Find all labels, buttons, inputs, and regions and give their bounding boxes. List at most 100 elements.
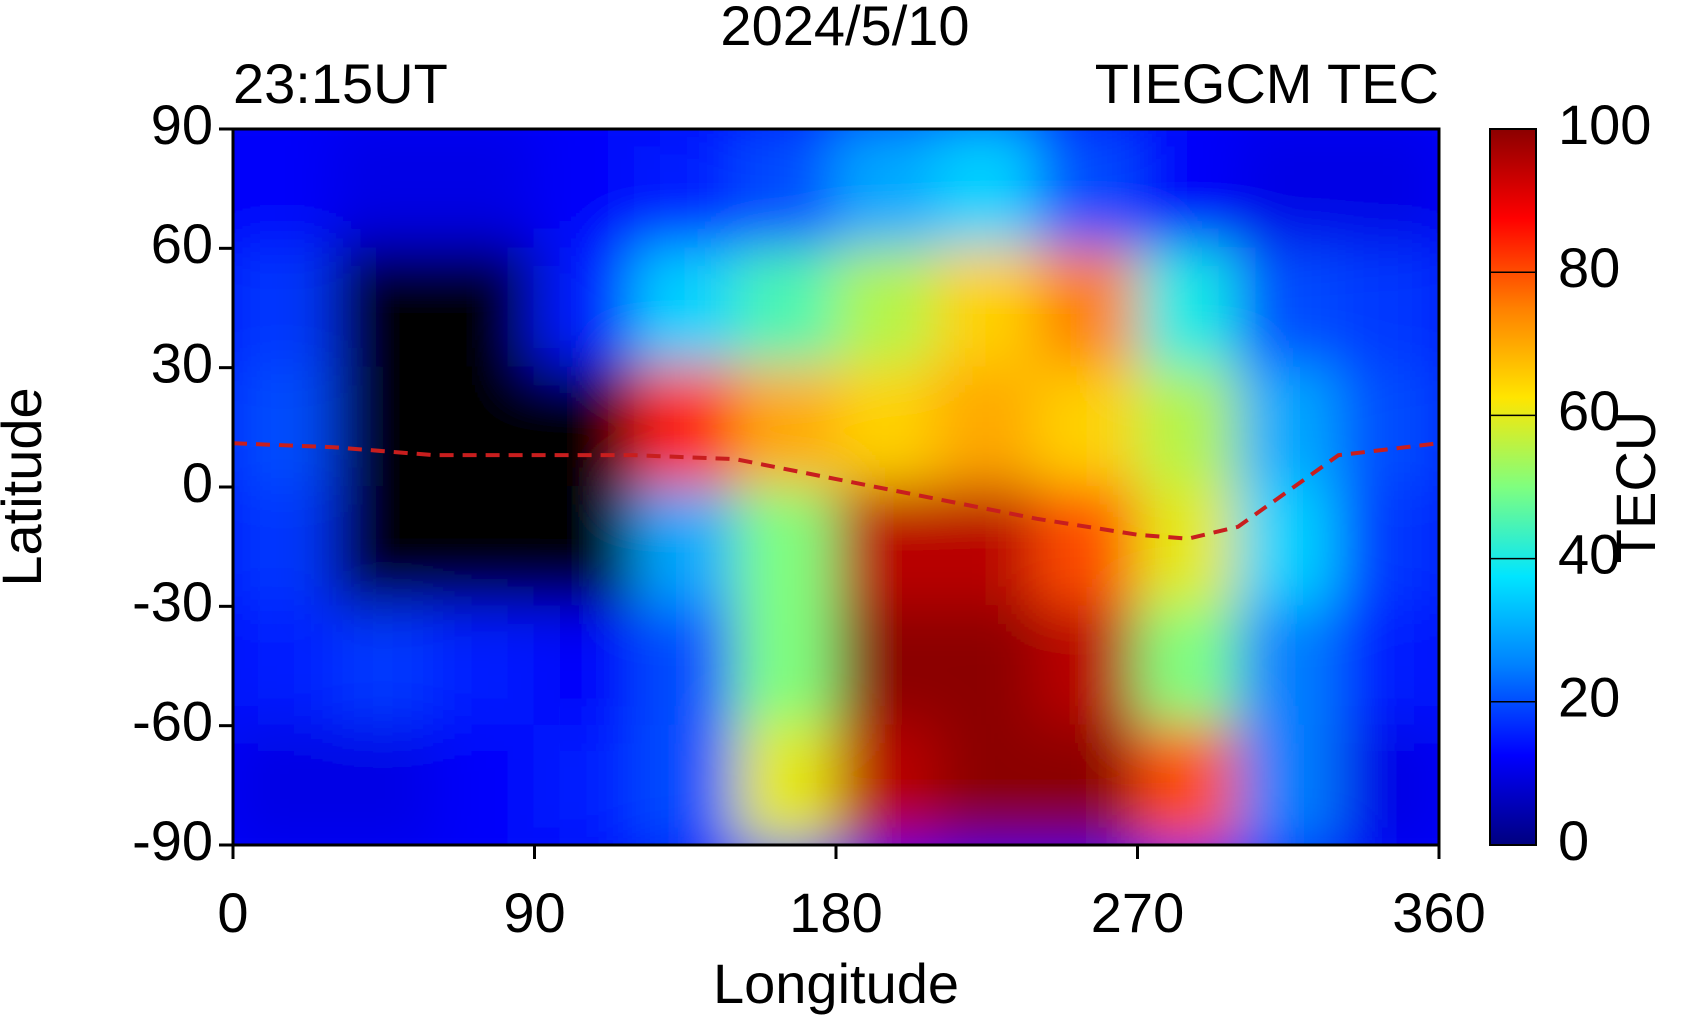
tec-cell xyxy=(1337,724,1439,845)
tec-cell xyxy=(835,486,938,608)
nodata-cell xyxy=(433,366,536,488)
tec-cell xyxy=(935,247,1038,369)
nodata-cell xyxy=(433,247,536,369)
tec-cell xyxy=(634,486,737,608)
tec-cell xyxy=(533,247,636,369)
tec-cell xyxy=(1036,366,1139,488)
x-tick-label: 180 xyxy=(789,881,882,944)
tec-cell xyxy=(935,605,1038,727)
tec-cell xyxy=(1136,605,1239,727)
nodata-cell xyxy=(433,486,536,608)
tec-cell xyxy=(1237,129,1340,250)
tec-cell xyxy=(233,129,335,250)
colorbar-label: TECU xyxy=(1604,411,1667,563)
tec-cell xyxy=(1337,247,1439,369)
y-tick-label: -60 xyxy=(132,689,213,752)
map-field xyxy=(233,129,1439,845)
tec-cell xyxy=(1036,486,1139,608)
tec-cell xyxy=(1337,486,1439,608)
tec-cell xyxy=(1237,247,1340,369)
tec-cell xyxy=(1136,247,1239,369)
tec-cell xyxy=(332,605,435,727)
tec-cell xyxy=(533,129,636,250)
tec-cell xyxy=(1136,129,1239,250)
tec-cell xyxy=(1337,605,1439,727)
tec-cell xyxy=(835,129,938,250)
tec-cell xyxy=(1036,605,1139,727)
tec-cell xyxy=(634,247,737,369)
tec-cell xyxy=(233,605,335,727)
tec-cell xyxy=(1036,129,1139,250)
tec-cell xyxy=(1237,366,1340,488)
colorbar-tick-label: 0 xyxy=(1558,809,1589,872)
colorbar xyxy=(1489,128,1537,846)
x-tick-label: 0 xyxy=(217,881,248,944)
tec-cell xyxy=(1337,366,1439,488)
tec-cell xyxy=(433,724,536,845)
tec-cell xyxy=(835,605,938,727)
x-tick-label: 360 xyxy=(1392,881,1485,944)
tec-cells xyxy=(233,129,1439,845)
tec-cell xyxy=(233,724,335,845)
tec-cell xyxy=(1237,724,1340,845)
y-tick-label: 0 xyxy=(182,451,213,514)
y-tick-label: 30 xyxy=(151,331,213,394)
tec-cell xyxy=(634,366,737,488)
nodata-cell xyxy=(533,486,636,608)
y-tick-label: 60 xyxy=(151,212,213,275)
y-tick-label: -90 xyxy=(132,809,213,872)
nodata-cell xyxy=(332,486,435,608)
tec-cell xyxy=(634,605,737,727)
tec-cell xyxy=(634,129,737,250)
tec-cell xyxy=(233,486,335,608)
tec-cell xyxy=(935,129,1038,250)
tec-cell xyxy=(533,605,636,727)
nodata-cell xyxy=(533,366,636,488)
tec-cell xyxy=(634,724,737,845)
tec-cell xyxy=(734,129,837,250)
tec-cell xyxy=(233,247,335,369)
tec-cell xyxy=(1036,247,1139,369)
tec-cell xyxy=(433,605,536,727)
tec-cell xyxy=(1237,605,1340,727)
tec-cell xyxy=(734,605,837,727)
tec-cell xyxy=(433,129,536,250)
tec-cell xyxy=(233,366,335,488)
tec-cell xyxy=(935,366,1038,488)
tec-cell xyxy=(734,247,837,369)
tec-cell xyxy=(1136,486,1239,608)
tec-cell xyxy=(935,486,1038,608)
subtitle-right: TIEGCM TEC xyxy=(1095,52,1439,115)
chart-title: 2024/5/10 xyxy=(720,0,969,57)
tec-cell xyxy=(332,724,435,845)
nodata-cell xyxy=(332,366,435,488)
x-tick-label: 90 xyxy=(503,881,565,944)
tec-cell xyxy=(533,724,636,845)
tec-cell xyxy=(935,724,1038,845)
colorbar-tick-label: 60 xyxy=(1558,379,1620,442)
nodata-cell xyxy=(332,247,435,369)
tec-cell xyxy=(1136,724,1239,845)
tec-cell xyxy=(734,486,837,608)
tec-cell xyxy=(835,724,938,845)
tec-cell xyxy=(332,129,435,250)
tec-cell xyxy=(835,366,938,488)
dip-equator xyxy=(233,441,1439,541)
colorbar-tick-label: 40 xyxy=(1558,522,1620,585)
tec-cell xyxy=(1237,486,1340,608)
colorbar-tick-label: 100 xyxy=(1558,93,1651,156)
y-tick-label: -30 xyxy=(132,570,213,633)
x-tick-label: 270 xyxy=(1091,881,1184,944)
tec-cell xyxy=(1337,129,1439,250)
colorbar-tick-label: 20 xyxy=(1558,666,1620,729)
tec-cell xyxy=(835,247,938,369)
tec-cell xyxy=(1136,366,1239,488)
x-axis-label: Longitude xyxy=(713,952,959,1015)
y-tick-label: 90 xyxy=(151,93,213,156)
y-axis-label: Latitude xyxy=(0,387,53,586)
subtitle-left: 23:15UT xyxy=(233,52,448,115)
tec-cell xyxy=(1036,724,1139,845)
tec-cell xyxy=(734,724,837,845)
